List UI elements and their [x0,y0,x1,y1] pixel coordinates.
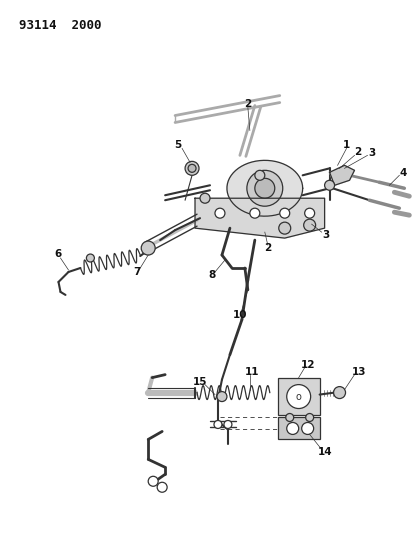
Circle shape [214,421,221,429]
Circle shape [324,180,334,190]
Text: 3: 3 [367,148,374,158]
Text: 2: 2 [244,99,251,109]
Circle shape [246,171,282,206]
Circle shape [333,386,345,399]
Circle shape [188,164,196,172]
Text: 12: 12 [300,360,314,370]
Polygon shape [329,165,354,185]
Circle shape [148,477,158,486]
Text: 13: 13 [351,367,366,377]
Text: 2: 2 [263,243,271,253]
Circle shape [199,193,209,203]
Circle shape [214,208,224,218]
Circle shape [301,423,313,434]
Circle shape [141,241,155,255]
Circle shape [254,171,264,180]
Text: 7: 7 [133,267,140,277]
Circle shape [254,179,274,198]
Text: o: o [295,392,301,401]
Text: 15: 15 [192,377,207,386]
Circle shape [279,208,289,218]
Text: 93114  2000: 93114 2000 [19,19,101,32]
Text: 1: 1 [342,140,349,150]
Circle shape [157,482,167,492]
Circle shape [305,414,313,422]
Text: 8: 8 [208,270,215,280]
Circle shape [285,414,293,422]
Polygon shape [226,160,302,216]
Text: 5: 5 [174,140,181,150]
Circle shape [249,208,259,218]
Text: 11: 11 [244,367,259,377]
Text: 4: 4 [399,168,406,179]
Text: 2: 2 [353,148,360,157]
Circle shape [86,254,94,262]
Polygon shape [195,198,324,238]
Text: 14: 14 [318,447,332,457]
Circle shape [278,222,290,234]
Text: 6: 6 [55,249,62,259]
Circle shape [286,385,310,408]
Circle shape [223,421,231,429]
Circle shape [303,219,315,231]
Circle shape [185,161,199,175]
Circle shape [286,423,298,434]
Circle shape [304,208,314,218]
Text: 10: 10 [232,310,247,320]
Bar [277,377,319,416]
Text: 3: 3 [321,230,328,240]
Circle shape [216,392,226,401]
Bar [277,417,319,439]
